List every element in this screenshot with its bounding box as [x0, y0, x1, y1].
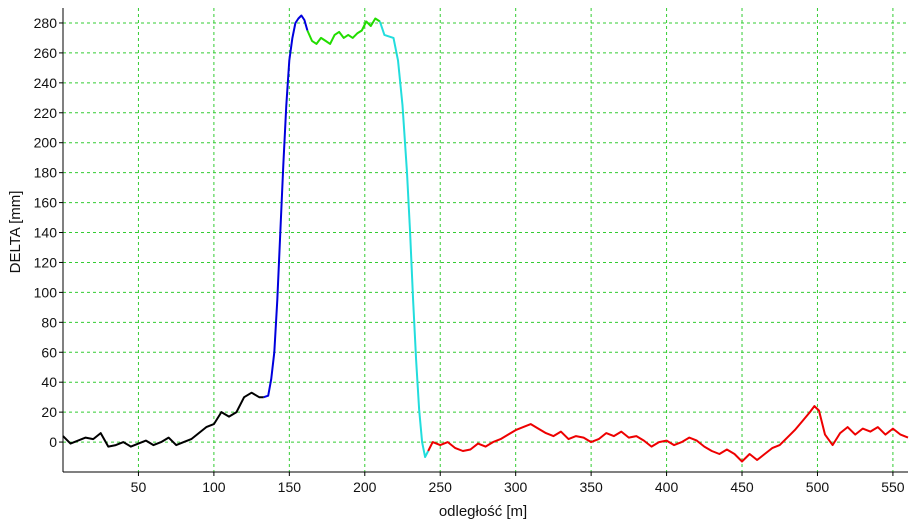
x-tick-label: 350 — [579, 479, 603, 495]
series-line-2 — [263, 14, 309, 399]
series-line-3 — [306, 17, 381, 45]
y-tick-label: 160 — [34, 195, 58, 211]
y-tick-label: 120 — [34, 254, 58, 270]
y-axis-label: DELTA [mm] — [7, 191, 24, 274]
x-tick-label: 200 — [353, 479, 377, 495]
y-tick-label: 0 — [49, 434, 57, 450]
x-tick-label: 450 — [730, 479, 754, 495]
y-tick-label: 20 — [41, 404, 57, 420]
axes — [62, 8, 908, 473]
y-tick-label: 180 — [34, 165, 58, 181]
series-line-4 — [378, 21, 430, 458]
y-tick-label: 100 — [34, 284, 58, 300]
y-tick-label: 40 — [41, 374, 57, 390]
x-tick-labels: 50 100 150 200 250 300 350 400 450 500 550 — [131, 472, 905, 495]
x-tick-label: 500 — [806, 479, 830, 495]
series-line-1 — [62, 391, 264, 448]
series-lines — [62, 14, 909, 463]
y-tick-labels: 0 20 40 60 80 100 120 140 160 180 200 220 240 260 280 — [34, 15, 63, 450]
y-tick-label: 280 — [34, 15, 58, 31]
x-axis-label: odległość [m] — [439, 503, 527, 520]
y-tick-label: 140 — [34, 225, 58, 241]
x-tick-label: 300 — [504, 479, 528, 495]
y-tick-label: 60 — [41, 344, 57, 360]
y-tick-label: 260 — [34, 45, 58, 61]
x-tick-label: 100 — [202, 479, 226, 495]
x-tick-label: 250 — [429, 479, 453, 495]
grid — [63, 8, 908, 472]
x-tick-label: 150 — [278, 479, 302, 495]
series-line-5 — [427, 405, 909, 463]
y-tick-label: 200 — [34, 135, 58, 151]
y-tick-label: 80 — [41, 314, 57, 330]
x-tick-label: 50 — [131, 479, 147, 495]
x-tick-label: 550 — [881, 479, 905, 495]
x-tick-label: 400 — [655, 479, 679, 495]
y-tick-label: 220 — [34, 105, 58, 121]
y-tick-label: 240 — [34, 75, 58, 91]
